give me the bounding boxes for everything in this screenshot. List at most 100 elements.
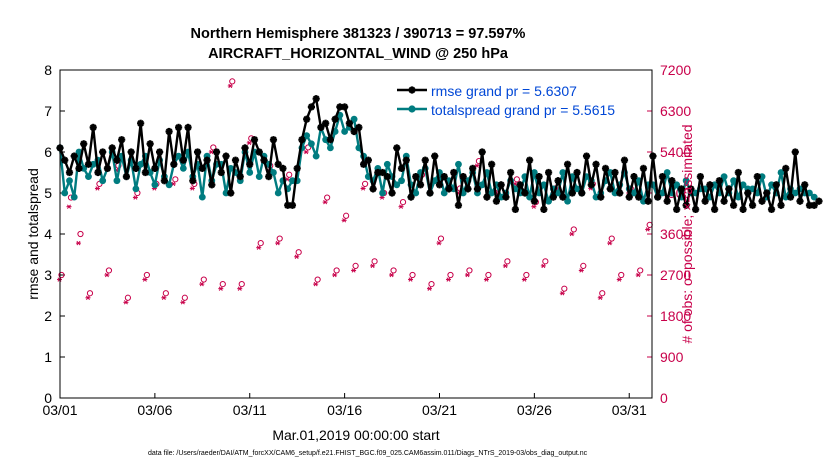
rmse-point — [692, 205, 700, 213]
rmse-point — [146, 140, 154, 148]
obs-assimilated-point — [332, 272, 338, 278]
rmse-point — [426, 189, 434, 197]
x-tick-label: 03/31 — [612, 402, 647, 418]
rmse-point — [682, 201, 690, 209]
rmse-point — [293, 164, 301, 172]
rmse-point — [483, 193, 491, 201]
rmse-point — [416, 181, 425, 189]
totalspread-point — [393, 181, 401, 189]
obs-assimilated-point — [75, 240, 81, 246]
rmse-point — [815, 197, 823, 205]
rmse-point — [526, 156, 534, 164]
obs-assimilated-point — [294, 254, 300, 259]
y-tick-label: 0 — [44, 390, 52, 406]
totalspread-point — [810, 193, 818, 201]
rmse-point — [782, 164, 790, 172]
obs-assimilated-point — [569, 231, 575, 237]
y-tick-label: 3 — [44, 267, 52, 283]
obs-possible-point — [200, 276, 207, 283]
obs-assimilated-point — [502, 263, 508, 269]
obs-possible-point — [580, 262, 587, 269]
legend-rmse: rmse grand pr = 5.6307 — [431, 83, 577, 99]
totalspread-point — [179, 165, 187, 172]
rmse-point — [208, 181, 216, 189]
rmse-point — [786, 193, 795, 201]
obs-possible-point — [257, 240, 264, 247]
rmse-point — [673, 205, 681, 213]
rmse-point — [326, 136, 334, 144]
rmse-point — [715, 177, 723, 185]
x-tick-label: 03/16 — [327, 402, 362, 418]
totalspread-point — [526, 193, 534, 201]
rmse-point — [502, 193, 510, 201]
obs-assimilated-point — [123, 300, 129, 305]
y2-tick-label: 0 — [660, 390, 668, 406]
obs-assimilated-point — [436, 240, 442, 246]
obs-assimilated-point — [635, 272, 641, 278]
rmse-point — [312, 95, 320, 103]
totalspread-point — [350, 115, 358, 123]
rmse-point — [549, 193, 557, 201]
legend: rmse grand pr = 5.6307 totalspread grand… — [397, 83, 615, 118]
rmse-point — [535, 173, 543, 181]
obs-assimilated-point — [351, 268, 357, 273]
rmse-point — [497, 181, 505, 189]
y-tick-label: 7 — [44, 103, 52, 119]
rmse-point — [616, 189, 624, 197]
rmse-series — [56, 95, 823, 213]
rmse-point — [668, 177, 676, 185]
totalspread-point — [113, 177, 121, 185]
rmse-point — [341, 103, 349, 111]
totalspread-point — [540, 181, 548, 189]
rmse-point — [359, 160, 368, 168]
totalspread-point — [198, 193, 206, 201]
obs-assimilated-point — [389, 272, 395, 278]
rmse-point — [478, 148, 486, 156]
plot-frame — [59, 69, 653, 399]
x-tick-label: 03/11 — [233, 402, 267, 418]
rmse-point — [132, 164, 140, 172]
totalspread-point — [431, 177, 439, 185]
rmse-point — [388, 189, 396, 197]
obs-possible-point — [513, 176, 520, 183]
rmse-point — [236, 173, 244, 181]
rmse-point — [412, 173, 420, 181]
rmse-point — [507, 168, 515, 177]
rmse-point — [488, 160, 496, 168]
obs-assimilated-point — [313, 281, 319, 287]
rmse-point — [274, 160, 282, 168]
obs-assimilated-point — [85, 295, 91, 300]
obs-assimilated-point — [607, 240, 613, 246]
obs-assimilated-point — [370, 263, 376, 269]
rmse-point — [791, 148, 799, 156]
rmse-point — [255, 148, 263, 156]
rmse-point — [521, 189, 529, 197]
x-axis-label: Mar.01,2019 00:00:00 start — [272, 427, 439, 443]
totalspread-point — [630, 189, 638, 197]
obs-possible-point — [286, 171, 293, 178]
rmse-point — [75, 164, 83, 172]
rmse-point — [89, 123, 97, 131]
obs-possible-point — [124, 294, 132, 301]
x-tick-label: 03/06 — [137, 402, 172, 418]
rmse-point — [744, 189, 752, 197]
obs-assimilated-point — [104, 272, 110, 278]
rmse-point — [103, 164, 112, 172]
obs-assimilated-point — [464, 272, 470, 278]
totalspread-point — [326, 144, 334, 152]
rmse-point — [94, 168, 102, 177]
totalspread-point — [308, 140, 315, 148]
rmse-point — [516, 181, 524, 189]
obs-possible-point — [324, 194, 331, 201]
rmse-point — [720, 197, 728, 205]
rmse-point — [687, 185, 695, 193]
obs-assimilated-point — [161, 295, 167, 300]
obs-possible-point — [608, 235, 615, 242]
totalspread-point — [791, 189, 799, 197]
rmse-point — [222, 152, 230, 160]
rmse-point — [796, 197, 804, 205]
obs-assimilated-point — [341, 218, 347, 223]
rmse-point — [492, 197, 501, 205]
